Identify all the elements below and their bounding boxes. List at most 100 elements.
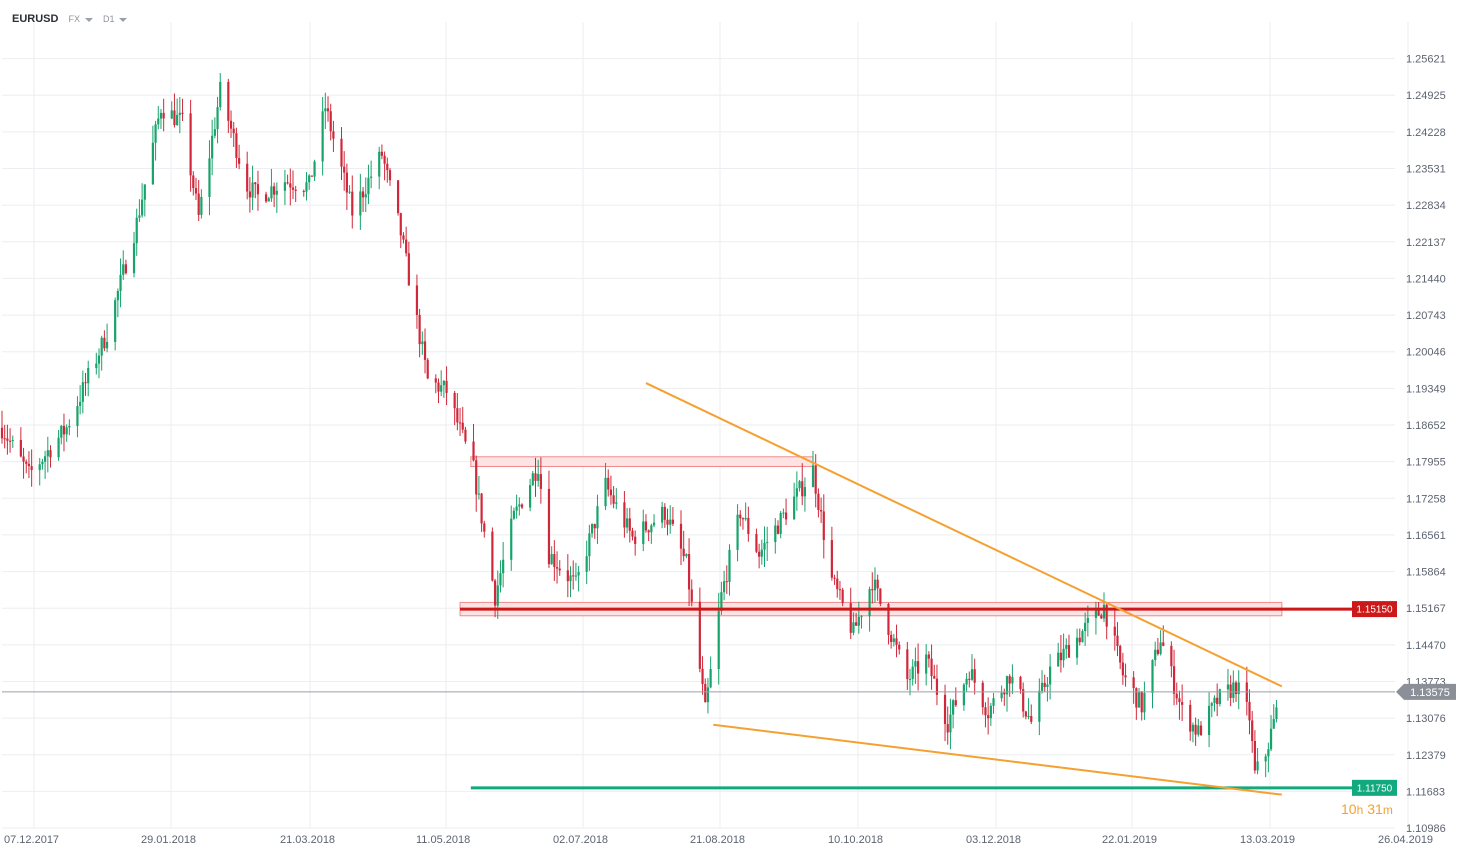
candle-body: [860, 616, 863, 618]
candle-body: [989, 705, 992, 719]
y-tick-label: 1.18652: [1406, 420, 1446, 432]
grid-lines: [2, 22, 1409, 829]
candle-body: [176, 114, 179, 126]
candle-body: [189, 113, 192, 176]
candle-body: [550, 554, 553, 565]
candle-body: [173, 110, 176, 126]
candle-body: [628, 518, 631, 531]
candle-body: [1226, 684, 1230, 690]
candle-body: [1159, 642, 1162, 654]
candle-body: [97, 355, 101, 364]
symbol-label[interactable]: EURUSD: [12, 13, 59, 25]
candle-body: [720, 592, 723, 611]
candle-body: [1121, 662, 1124, 676]
y-tick-label: 1.16561: [1406, 530, 1446, 542]
candle-body: [294, 189, 297, 191]
candle-body: [1140, 691, 1143, 713]
candle-body: [760, 549, 763, 557]
y-tick-label: 1.24228: [1406, 127, 1446, 139]
timeframe-dropdown[interactable]: D1: [103, 14, 128, 24]
chevron-down-icon: [84, 17, 93, 22]
candle-body: [211, 135, 214, 159]
x-tick-label: 29.01.2018: [141, 834, 196, 846]
candle-body: [1019, 676, 1022, 690]
candle-body: [0, 427, 4, 439]
candle-body: [192, 175, 195, 189]
candle-body: [496, 585, 499, 606]
candle-body: [981, 682, 984, 708]
x-tick-label: 26.04.2019: [1378, 834, 1433, 846]
candle-body: [906, 649, 909, 680]
candle-body: [79, 401, 82, 407]
candle-body: [1116, 635, 1119, 646]
candle-body: [44, 456, 47, 462]
y-tick-label: 1.15864: [1406, 567, 1446, 579]
candle-body: [965, 678, 968, 685]
candle-body: [11, 439, 14, 442]
candle-body: [1248, 701, 1251, 721]
candle-body: [1234, 682, 1238, 695]
candle-body: [41, 461, 44, 465]
candle-body: [612, 495, 615, 504]
candle-body: [661, 506, 664, 523]
candle-body: [388, 170, 392, 181]
candle-body: [326, 108, 330, 112]
candle-body: [1094, 608, 1098, 618]
candle-body: [291, 187, 295, 190]
market-dropdown[interactable]: FX: [68, 14, 93, 24]
candle-body: [747, 517, 750, 534]
candle-body: [625, 518, 629, 528]
candle-body: [321, 111, 324, 162]
candle-body: [1194, 724, 1197, 735]
candle-body: [62, 425, 66, 435]
candle-body: [332, 131, 335, 139]
candle-body: [138, 215, 141, 218]
candle-body: [973, 669, 976, 683]
x-tick-label: 02.07.2018: [553, 834, 608, 846]
y-tick-label: 1.25621: [1406, 54, 1446, 66]
candle-body: [520, 504, 524, 508]
candle-body: [49, 450, 52, 458]
candle-body: [970, 669, 974, 680]
candle-body: [908, 679, 912, 681]
candle-body: [60, 425, 63, 438]
candle-body: [283, 182, 287, 191]
candle-body: [170, 110, 173, 119]
support-price-label: 1.11750: [1357, 783, 1393, 794]
upper-range-zone: [470, 456, 814, 467]
candle-body: [1175, 693, 1178, 699]
candle-body: [1191, 724, 1195, 732]
market-label: FX: [68, 14, 80, 24]
candle-body: [1135, 688, 1138, 708]
x-tick-label: 10.10.2018: [828, 834, 883, 846]
y-tick-label: 1.14470: [1406, 640, 1446, 652]
candle-body: [275, 190, 278, 195]
candle-body: [690, 589, 693, 602]
candle-body: [962, 684, 965, 706]
candle-body: [615, 502, 618, 504]
candle-body: [1113, 626, 1116, 636]
candle-body: [1022, 689, 1025, 712]
candle-body: [46, 450, 49, 457]
candle-body: [434, 378, 437, 383]
candle-body: [1049, 666, 1052, 685]
candle-body: [1156, 649, 1159, 654]
candle-body: [380, 151, 384, 156]
candle-body: [1067, 644, 1071, 658]
candle-body: [493, 580, 497, 606]
candle-body: [208, 158, 211, 197]
bar-countdown: 10h 31m: [1341, 801, 1393, 817]
candle-body: [992, 698, 995, 706]
candle-body: [87, 368, 90, 384]
candle-body: [741, 518, 745, 520]
candle-body: [219, 81, 222, 108]
candle-body: [461, 422, 464, 430]
candle-body: [518, 504, 521, 507]
candle-body: [1062, 648, 1065, 661]
candle-body: [744, 517, 747, 520]
current-price-tag: [1396, 683, 1456, 700]
candle-body: [949, 714, 952, 733]
candle-body: [1059, 652, 1062, 661]
